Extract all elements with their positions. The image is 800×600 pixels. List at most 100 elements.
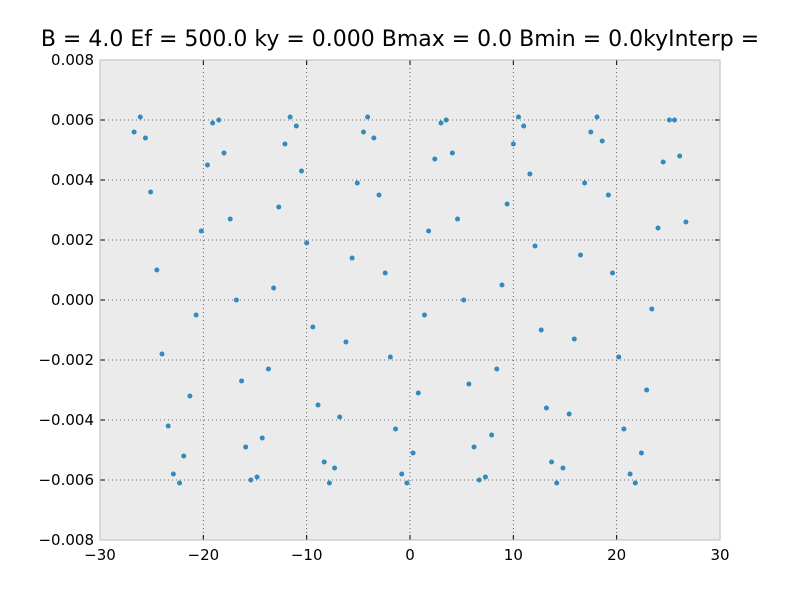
point	[504, 201, 510, 207]
x-tick-label: −30	[84, 546, 116, 564]
point	[683, 219, 689, 225]
point	[210, 120, 216, 126]
point	[582, 180, 588, 186]
point	[605, 192, 611, 198]
y-tick-label: 0.004	[51, 171, 94, 189]
point	[131, 129, 137, 135]
point	[399, 471, 405, 477]
point	[415, 390, 421, 396]
point	[177, 480, 183, 486]
point	[527, 171, 533, 177]
point	[426, 228, 432, 234]
point	[243, 444, 249, 450]
point	[627, 471, 633, 477]
point	[566, 411, 572, 417]
point	[276, 204, 282, 210]
point	[638, 450, 644, 456]
x-tick-label: 0	[405, 546, 415, 564]
point	[489, 432, 495, 438]
point	[142, 135, 148, 141]
point	[187, 393, 193, 399]
point	[599, 138, 605, 144]
point	[666, 117, 672, 123]
point	[216, 117, 222, 123]
point	[476, 477, 482, 483]
point	[233, 297, 239, 303]
point	[259, 435, 265, 441]
point	[554, 480, 560, 486]
point	[265, 366, 271, 372]
y-tick-label: −0.006	[38, 471, 94, 489]
point	[410, 450, 416, 456]
point	[560, 465, 566, 471]
point	[499, 282, 505, 288]
point	[660, 159, 666, 165]
point	[248, 477, 254, 483]
point	[494, 366, 500, 372]
y-tick-label: −0.002	[38, 351, 94, 369]
point	[655, 225, 661, 231]
chart-title: B = 4.0 Ef = 500.0 ky = 0.000 Bmax = 0.0…	[41, 27, 759, 52]
point	[148, 189, 154, 195]
point	[154, 267, 160, 273]
point	[632, 480, 638, 486]
point	[354, 180, 360, 186]
point	[293, 123, 299, 129]
point	[455, 216, 461, 222]
y-tick-label: −0.008	[38, 531, 94, 549]
point	[287, 114, 293, 120]
point	[588, 129, 594, 135]
plot-frame	[99, 59, 721, 541]
point	[304, 240, 310, 246]
point	[677, 153, 683, 159]
point	[510, 141, 516, 147]
point	[321, 459, 327, 465]
point	[382, 270, 388, 276]
x-tick-label: 30	[710, 546, 729, 564]
point	[198, 228, 204, 234]
point	[421, 312, 427, 318]
point	[315, 402, 321, 408]
y-tick-label: 0.002	[51, 231, 94, 249]
point	[349, 255, 355, 261]
point	[165, 423, 171, 429]
point	[621, 426, 627, 432]
point	[221, 150, 227, 156]
point	[159, 351, 165, 357]
point	[594, 114, 600, 120]
point	[365, 114, 371, 120]
point	[532, 243, 538, 249]
point	[239, 378, 245, 384]
point	[578, 252, 583, 258]
point	[482, 474, 488, 480]
x-tick-label: 20	[607, 546, 626, 564]
point	[443, 117, 449, 123]
point	[461, 297, 467, 303]
point	[432, 156, 438, 162]
y-tick-label: 0.006	[51, 111, 94, 129]
point	[538, 327, 544, 333]
point	[326, 480, 332, 486]
point	[516, 114, 521, 120]
x-tick-label: 10	[504, 546, 523, 564]
point	[170, 471, 176, 477]
point	[471, 444, 477, 450]
y-tick-label: 0.000	[51, 291, 94, 309]
point	[371, 135, 377, 141]
point	[644, 387, 650, 393]
point	[343, 339, 349, 345]
point	[204, 162, 210, 168]
point	[310, 324, 316, 330]
point	[299, 168, 304, 174]
point	[282, 141, 288, 147]
point	[404, 480, 410, 486]
point	[543, 405, 549, 411]
point	[649, 306, 655, 312]
x-tick-label: −10	[291, 546, 323, 564]
point	[254, 474, 260, 480]
point	[376, 192, 382, 198]
point	[387, 354, 393, 360]
y-tick-label: 0.008	[51, 51, 94, 69]
